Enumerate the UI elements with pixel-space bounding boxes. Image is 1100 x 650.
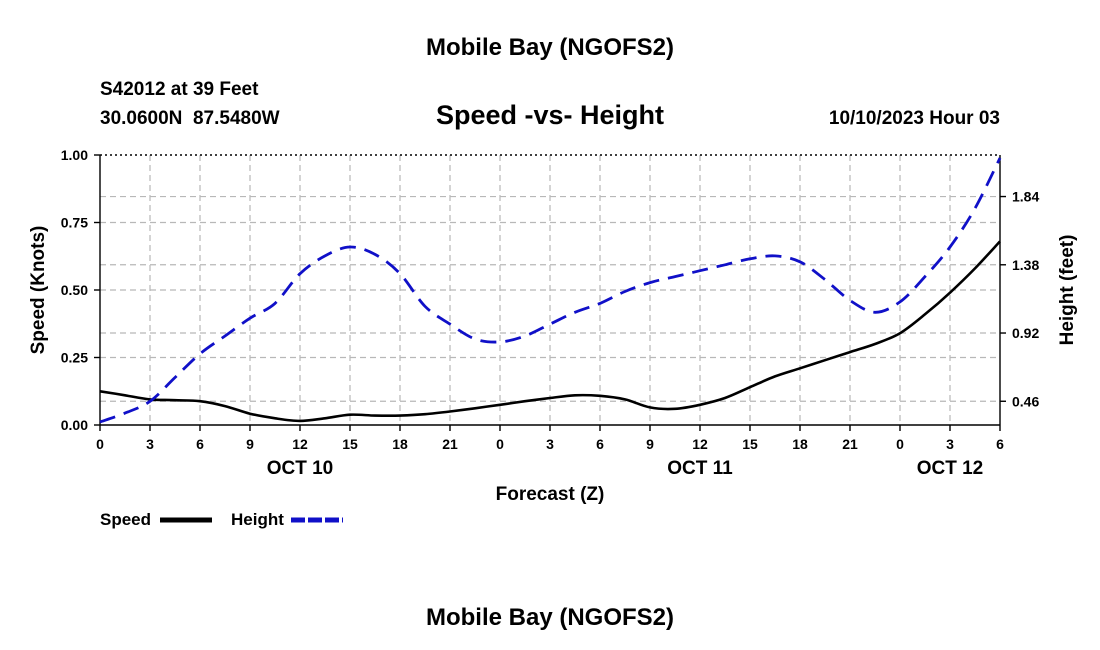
y-tick-label: 1.00 [61,147,88,163]
x-tick-label: 15 [342,436,358,452]
y-tick-label: 0.50 [61,282,88,298]
datetime-label: 10/10/2023 Hour 03 [829,108,1000,129]
chart-title-bottom: Mobile Bay (NGOFS2) [426,604,674,631]
x-tick-label: 12 [292,436,308,452]
x-tick-label: 21 [842,436,858,452]
y2-tick-label: 1.84 [1012,189,1039,205]
x-tick-label: 0 [496,436,504,452]
x-tick-label: 15 [742,436,758,452]
y2-tick-label: 1.38 [1012,257,1039,273]
x-tick-label: 3 [946,436,954,452]
y-tick-label: 0.75 [61,215,88,231]
x-date-label: OCT 12 [917,458,984,479]
x-tick-label: 0 [96,436,104,452]
y2-tick-label: 0.92 [1012,325,1039,341]
x-tick-label: 18 [392,436,408,452]
chart-subtitle: Speed -vs- Height [436,100,664,130]
x-tick-label: 0 [896,436,904,452]
coords-label: 30.0600N 87.5480W [100,108,280,129]
x-tick-label: 3 [146,436,154,452]
y-tick-label: 0.00 [61,417,88,433]
x-tick-label: 6 [596,436,604,452]
legend: Speed Height [100,510,343,529]
y-axis-label: Speed (Knots) [28,226,49,355]
legend-height-label: Height [231,510,284,529]
x-tick-label: 12 [692,436,708,452]
x-tick-label: 9 [646,436,654,452]
y2-axis-label: Height (feet) [1057,235,1078,346]
chart-title-top: Mobile Bay (NGOFS2) [426,34,674,61]
legend-speed-label: Speed [100,510,151,529]
x-tick-label: 21 [442,436,458,452]
x-tick-label: 6 [996,436,1004,452]
x-date-label: OCT 11 [667,458,733,479]
x-date-label: OCT 10 [267,458,334,479]
grid-lines [100,155,1000,425]
speed-series-line [99,240,1001,423]
x-tick-label: 3 [546,436,554,452]
y-tick-label: 0.25 [61,350,88,366]
series-lines [99,157,1002,424]
x-tick-label: 6 [196,436,204,452]
height-series-line [99,157,1002,424]
station-label: S42012 at 39 Feet [100,79,259,100]
x-tick-label: 9 [246,436,254,452]
y2-tick-label: 0.46 [1012,393,1039,409]
x-tick-label: 18 [792,436,808,452]
axes: 0 3 6 9 12 15 18 21 0 3 6 9 12 15 18 21 0 3 6 OCT 10 OCT 11 O… [61,147,1040,479]
x-axis-label: Forecast (Z) [496,484,605,505]
